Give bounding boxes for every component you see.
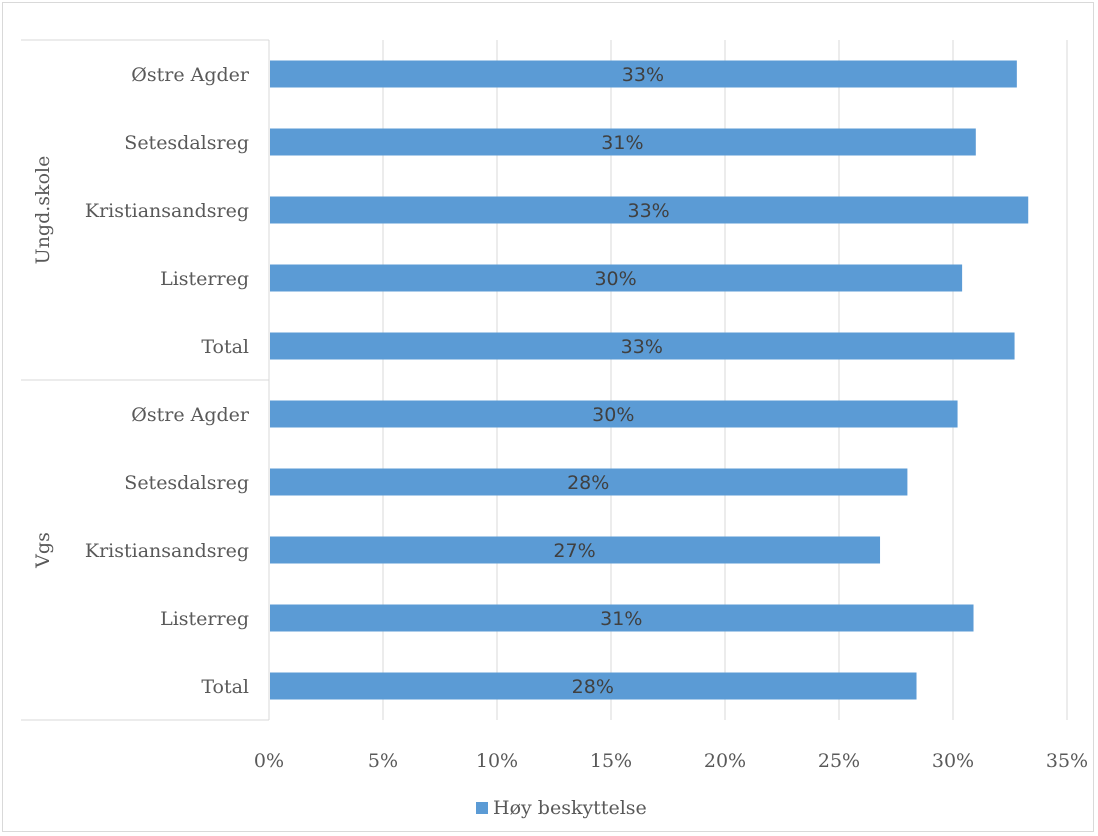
category-label: Setesdalsreg — [124, 472, 249, 494]
category-label: Listerreg — [160, 608, 249, 630]
data-label: 30% — [592, 404, 634, 426]
bar — [270, 672, 917, 700]
data-label: 30% — [594, 268, 636, 290]
x-tick-label: 15% — [590, 750, 632, 772]
data-label: 33% — [622, 64, 664, 86]
category-label: Total — [201, 676, 249, 698]
data-label: 28% — [567, 472, 609, 494]
x-tick-label: 30% — [932, 750, 974, 772]
x-tick-label: 25% — [818, 750, 860, 772]
bar — [270, 332, 1015, 360]
category-label: Kristiansandsreg — [85, 540, 249, 562]
bar — [270, 60, 1017, 88]
bar — [270, 264, 963, 292]
bar — [270, 604, 974, 632]
category-label: Østre Agder — [131, 64, 250, 86]
bar — [270, 468, 908, 496]
category-label: Østre Agder — [131, 404, 250, 426]
data-label: 31% — [601, 132, 643, 154]
category-label: Listerreg — [160, 268, 249, 290]
category-label: Total — [201, 336, 249, 358]
legend-label: Høy beskyttelse — [493, 797, 647, 819]
x-tick-label: 10% — [476, 750, 518, 772]
group-label: Vgs — [32, 532, 54, 569]
x-tick-label: 0% — [254, 750, 284, 772]
category-label: Kristiansandsreg — [85, 200, 249, 222]
category-label: Setesdalsreg — [124, 132, 249, 154]
data-label: 27% — [553, 540, 595, 562]
data-label: 33% — [628, 200, 670, 222]
bar-chart: 0% 5% 10% 15% 20% 25% 30% 35% Ungd.skole Østre Ag… — [21, 39, 1088, 819]
bars — [270, 60, 1029, 700]
x-tick-label: 20% — [704, 750, 746, 772]
data-label: 33% — [621, 336, 663, 358]
bar — [270, 196, 1029, 224]
category-axis — [21, 39, 270, 721]
legend: Høy beskyttelse — [476, 797, 647, 819]
x-tick-label: 35% — [1046, 750, 1088, 772]
data-label: 31% — [600, 608, 642, 630]
labels: 0% 5% 10% 15% 20% 25% 30% 35% Ungd.skole Østre Ag… — [32, 64, 1088, 772]
x-tick-label: 5% — [368, 750, 398, 772]
bar — [270, 128, 976, 156]
group-label: Ungd.skole — [32, 156, 54, 265]
bar — [270, 536, 881, 564]
legend-swatch — [476, 802, 488, 814]
bar — [270, 400, 958, 428]
data-label: 28% — [572, 676, 614, 698]
